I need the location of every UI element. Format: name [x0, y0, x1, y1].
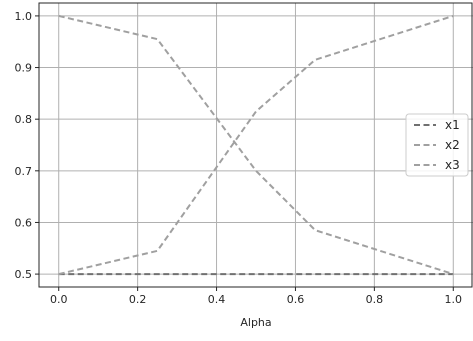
series-lines — [58, 14, 454, 276]
legend-label: x3 — [445, 158, 460, 172]
x-tick-label: 0.4 — [208, 293, 226, 306]
x-tick-label: 0.8 — [366, 293, 384, 306]
y-tick-label: 1.0 — [15, 10, 33, 23]
legend-box — [405, 113, 469, 177]
x-tick-label: 1.0 — [445, 293, 463, 306]
y-tick-label: 0.7 — [15, 165, 33, 178]
series-line-x2 — [58, 14, 454, 276]
x-tick-label: 0.2 — [129, 293, 147, 306]
axes-frame — [38, 2, 473, 288]
y-tick-label: 0.6 — [15, 216, 33, 229]
x-axis-label: Alpha — [240, 316, 271, 329]
series-line-x3 — [58, 14, 454, 276]
x-tick-label: 0.0 — [50, 293, 68, 306]
y-tick-label: 0.8 — [15, 113, 33, 126]
axes: 0.0 0.2 0.4 0.6 0.8 1.0 0.5 0.6 0.7 0.8 0.9 1.0 — [15, 2, 473, 306]
legend-label: x2 — [445, 138, 460, 152]
y-tick-label: 0.9 — [15, 62, 33, 75]
legend: x1 x2 x3 — [405, 113, 469, 177]
y-tick-label: 0.5 — [15, 268, 33, 281]
x-tick-label: 0.6 — [287, 293, 305, 306]
legend-label: x1 — [445, 118, 460, 132]
